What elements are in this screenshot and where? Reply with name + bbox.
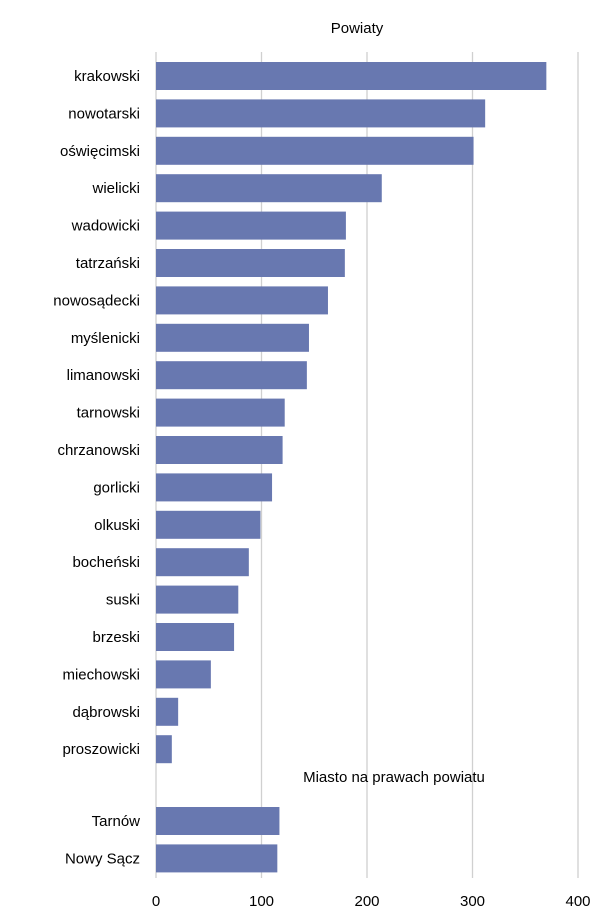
category-label: wadowicki [71,218,140,235]
category-label: suski [106,592,140,609]
bar [156,510,261,539]
category-label: dąbrowski [72,704,140,721]
x-tick-label: 200 [354,893,379,910]
bar [156,62,547,90]
bar [156,286,328,315]
category-label: Nowy Sącz [65,850,140,867]
bar [156,398,285,427]
category-label: myślenicki [71,330,140,347]
category-label: limanowski [67,367,140,384]
bar [156,844,278,873]
bar [156,585,239,614]
bar [156,473,273,502]
bar [156,436,283,464]
bar [156,249,345,277]
category-label: nowotarski [68,105,140,122]
category-label: olkuski [94,517,140,534]
bars [156,62,547,873]
category-label: tatrzański [76,255,140,272]
category-label: brzeski [92,629,140,646]
category-label: Tarnów [92,813,141,830]
bar [156,660,211,689]
bar [156,623,235,651]
category-label: krakowski [74,68,140,85]
x-tick-label: 400 [565,893,590,910]
bar [156,697,179,726]
category-label: bocheński [72,554,140,571]
category-label: wielicki [91,180,140,197]
category-labels: krakowski nowotarski oświęcimski wielicki wa… [53,68,140,867]
bar [156,99,486,128]
x-tick-label: 0 [152,893,160,910]
bar [156,735,172,764]
x-tick-labels: 0 100 200 300 400 [152,893,591,910]
category-label: tarnowski [77,405,140,422]
bar [156,211,346,240]
category-label: gorlicki [93,479,140,496]
category-label: oświęcimski [60,143,140,160]
category-label: proszowicki [62,741,140,758]
bar [156,361,307,390]
bar [156,136,474,165]
x-tick-label: 300 [460,893,485,910]
bar [156,323,309,352]
category-label: nowosądecki [53,292,140,309]
bar [156,807,280,835]
category-label: chrzanowski [57,442,140,459]
group-title-miasto: Miasto na prawach powiatu [303,769,485,786]
x-tick-label: 100 [249,893,274,910]
bar [156,548,249,577]
bar [156,174,382,203]
group-title-powiaty: Powiaty [331,20,384,37]
category-label: miechowski [62,666,140,683]
